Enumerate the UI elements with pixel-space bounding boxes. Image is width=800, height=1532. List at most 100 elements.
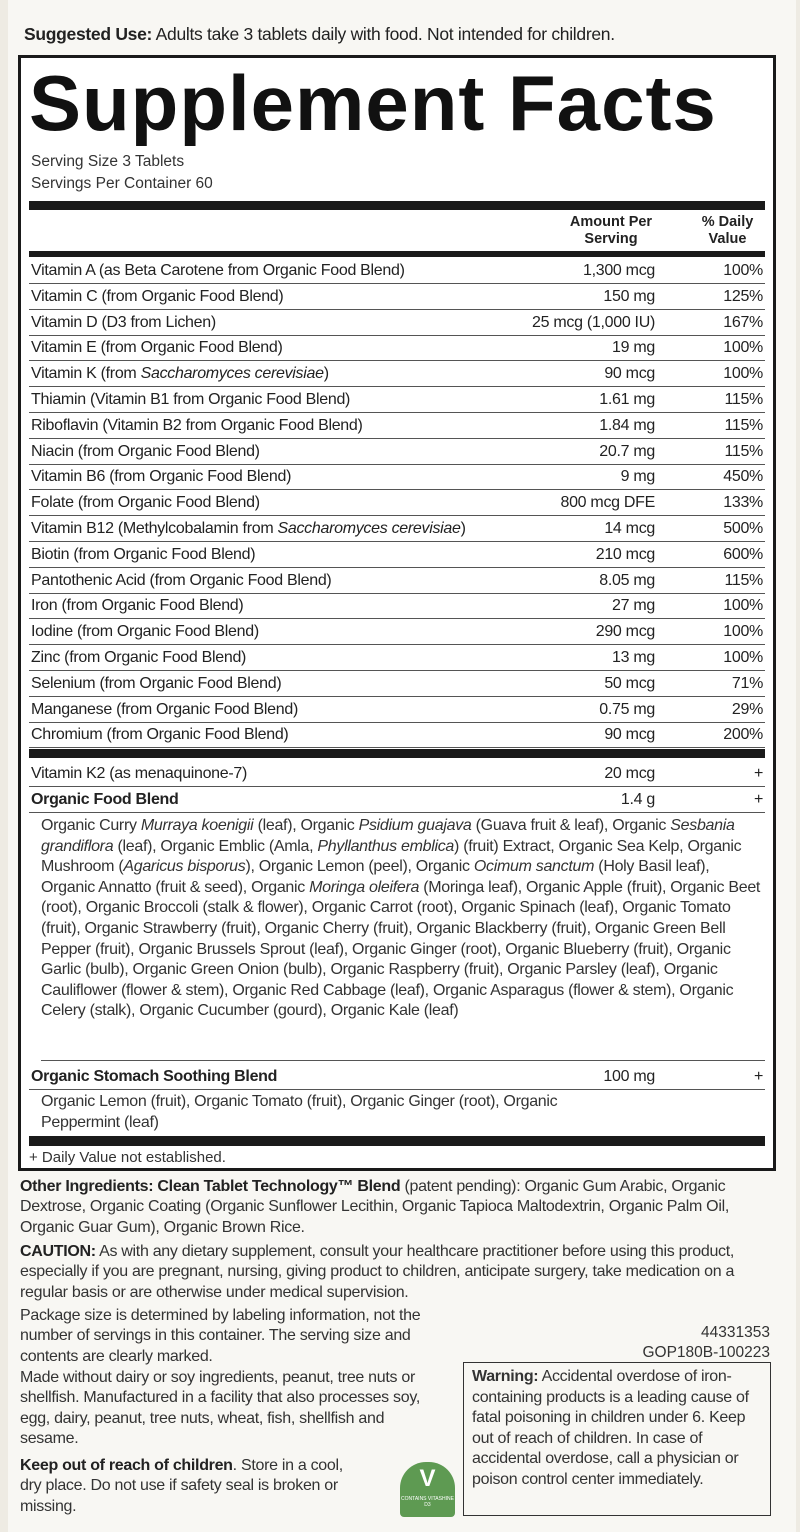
nutrient-name: Iron (from Organic Food Blend) bbox=[31, 593, 244, 618]
nutrient-amount: 19 mg bbox=[612, 339, 655, 357]
nutrient-name: Zinc (from Organic Food Blend) bbox=[31, 645, 246, 670]
nutrient-dv: 200% bbox=[723, 726, 763, 744]
divider-medium bbox=[29, 251, 765, 257]
nutrient-dv: 115% bbox=[724, 391, 763, 408]
blend-dv: + bbox=[753, 791, 763, 808]
caution-text: As with any dietary supplement, consult … bbox=[20, 1243, 735, 1301]
scientific-name: Phyllanthus emblica bbox=[317, 837, 455, 855]
nutrient-row: Selenium (from Organic Food Blend) 50 mcg… bbox=[29, 671, 765, 697]
text-segment: Chromium (from Organic Food Blend) bbox=[31, 726, 289, 744]
nutrient-dv: 29% bbox=[731, 700, 763, 718]
text-segment: (Guava fruit & leaf), Organic bbox=[471, 817, 671, 834]
servings-per-container: Servings Per Container 60 bbox=[31, 175, 213, 192]
caution: CAUTION: As with any dietary supplement,… bbox=[20, 1242, 780, 1303]
divider-thick bbox=[29, 1136, 765, 1146]
nutrient-row: Vitamin B6 (from Organic Food Blend) 9 mg… bbox=[29, 464, 765, 491]
suggested-use-label: Suggested Use: bbox=[24, 24, 153, 44]
nutrient-row: Biotin (from Organic Food Blend) 210 mcg 6… bbox=[29, 542, 765, 568]
product-code: 44331353 bbox=[701, 1324, 770, 1341]
nutrient-amount: 20.7 mg bbox=[599, 442, 655, 460]
text-segment: ), Organic Lemon (peel), Organic bbox=[245, 858, 474, 876]
nutrient-name: Vitamin K2 (as menaquinone-7) bbox=[31, 765, 248, 782]
supplement-facts-panel: Supplement Facts Serving Size 3 Tablets … bbox=[18, 55, 776, 1171]
row-stomach-blend: Organic Stomach Soothing Blend 100 mg + bbox=[29, 1064, 765, 1090]
nutrient-dv: 100% bbox=[723, 597, 763, 615]
vitashine-logo-icon: V bbox=[419, 1465, 436, 1492]
keep-out-label: Keep out of reach of children bbox=[20, 1457, 233, 1474]
text-segment: Vitamin A (as Beta Carotene from Organic… bbox=[31, 262, 405, 279]
nutrient-amount: 800 mcg DFE bbox=[560, 494, 655, 512]
text-segment: Folate (from Organic Food Blend) bbox=[31, 494, 260, 512]
nutrient-row: Pantothenic Acid (from Organic Food Blen… bbox=[29, 568, 765, 594]
text-segment: Vitamin B12 (Methylcobalamin from bbox=[31, 520, 278, 537]
text-segment: Manganese (from Organic Food Blend) bbox=[31, 700, 298, 718]
nutrient-amount: 90 mcg bbox=[604, 726, 655, 744]
nutrient-amount: 1.61 mg bbox=[599, 391, 655, 408]
text-segment: Selenium (from Organic Food Blend) bbox=[31, 674, 282, 692]
text-segment: Riboflavin (Vitamin B2 from Organic Food… bbox=[31, 416, 363, 434]
nutrient-row: Riboflavin (Vitamin B2 from Organic Food… bbox=[29, 413, 765, 439]
nutrient-dv: 100% bbox=[723, 649, 763, 666]
nutrient-amount: 20 mcg bbox=[604, 765, 655, 782]
text-segment: Niacin (from Organic Food Blend) bbox=[31, 442, 260, 460]
text-segment: Thiamin (Vitamin B1 from Organic Food Bl… bbox=[31, 391, 351, 408]
nutrient-name: Folate (from Organic Food Blend) bbox=[31, 490, 260, 515]
blend-amount: 1.4 g bbox=[620, 791, 655, 808]
nutrient-dv: 115% bbox=[724, 571, 763, 589]
nutrient-dv: 600% bbox=[723, 545, 763, 563]
nutrient-dv: 115% bbox=[724, 416, 763, 434]
text-segment: ) bbox=[323, 365, 329, 383]
nutrient-name: Chromium (from Organic Food Blend) bbox=[31, 722, 289, 747]
suggested-use-text: Adults take 3 tablets daily with food. N… bbox=[152, 24, 615, 44]
nutrient-dv: 125% bbox=[723, 287, 763, 305]
storage-note: Keep out of reach of children. Store in … bbox=[20, 1456, 350, 1517]
divider-thick bbox=[29, 201, 765, 210]
nutrient-amount: 9 mg bbox=[620, 468, 656, 486]
nutrient-row: Iodine (from Organic Food Blend) 290 mcg 1… bbox=[29, 619, 765, 646]
nutrient-name: Vitamin D (D3 from Lichen) bbox=[31, 310, 216, 335]
scientific-name: Moringa oleifera bbox=[309, 878, 420, 896]
nutrient-amount: 150 mg bbox=[603, 287, 655, 305]
other-ingredients-label: Other Ingredients: Clean Tablet Technolo… bbox=[20, 1178, 401, 1195]
warning-text: Accidental overdose of iron-containing p… bbox=[472, 1368, 749, 1488]
nutrient-amount: 210 mcg bbox=[595, 545, 656, 563]
nutrient-amount: 25 mcg (1,000 IU) bbox=[532, 313, 655, 331]
nutrient-row: Vitamin D (D3 from Lichen) 25 mcg (1,000 … bbox=[29, 310, 765, 336]
panel-title: Supplement Facts bbox=[29, 59, 717, 147]
blend-amount: 100 mg bbox=[603, 1068, 655, 1085]
nutrient-dv: 115% bbox=[724, 442, 763, 460]
text-segment: Vitamin D (D3 from Lichen) bbox=[31, 313, 216, 331]
nutrient-amount: 1.84 mg bbox=[599, 416, 655, 434]
nutrient-row: Zinc (from Organic Food Blend) 13 mg 100% bbox=[29, 645, 765, 671]
nutrient-name: Niacin (from Organic Food Blend) bbox=[31, 439, 260, 464]
scientific-name: Saccharomyces cerevisiae bbox=[277, 520, 461, 537]
scientific-name: Murraya koenigii bbox=[140, 817, 254, 834]
scientific-name: Psidium guajava bbox=[358, 817, 472, 834]
nutrient-name: Vitamin K (from Saccharomyces cerevisiae… bbox=[31, 361, 329, 386]
nutrient-amount: 90 mcg bbox=[604, 365, 655, 383]
nutrient-amount: 1,300 mcg bbox=[582, 262, 655, 279]
food-blend-ingredients: Organic Curry Murraya koenigii (leaf), O… bbox=[41, 816, 765, 1061]
text-segment: Vitamin E (from Organic Food Blend) bbox=[31, 339, 283, 357]
text-segment: Iron (from Organic Food Blend) bbox=[31, 597, 244, 615]
other-ingredients-text: (patent pending): Organic Gum Arabic, Or… bbox=[20, 1178, 729, 1236]
suggested-use: Suggested Use: Adults take 3 tablets dai… bbox=[24, 24, 615, 45]
row-food-blend: Organic Food Blend 1.4 g + bbox=[29, 787, 765, 813]
nutrient-name: Biotin (from Organic Food Blend) bbox=[31, 542, 256, 567]
nutrient-dv: 167% bbox=[723, 313, 763, 331]
package-note: Package size is determined by labeling i… bbox=[20, 1307, 421, 1365]
nutrient-amount: 14 mcg bbox=[604, 520, 655, 537]
nutrient-name: Riboflavin (Vitamin B2 from Organic Food… bbox=[31, 413, 363, 438]
nutrient-row: Manganese (from Organic Food Blend) 0.75 … bbox=[29, 697, 765, 723]
text-segment: ) (fruit) Extract, Organic Sea Kelp, Org… bbox=[41, 837, 742, 876]
other-ingredients: Other Ingredients: Clean Tablet Technolo… bbox=[20, 1177, 780, 1238]
nutrient-dv: 133% bbox=[723, 494, 763, 512]
caution-label: CAUTION: bbox=[20, 1243, 96, 1260]
text-segment: (leaf), Organic bbox=[253, 817, 359, 834]
nutrient-row: Vitamin E (from Organic Food Blend) 19 mg… bbox=[29, 335, 765, 362]
scientific-name: Saccharomyces cerevisiae bbox=[140, 365, 324, 383]
serving-size: Serving Size 3 Tablets bbox=[31, 153, 185, 170]
divider-thick bbox=[29, 749, 765, 758]
scientific-name: Ocimum sanctum bbox=[473, 858, 595, 876]
nutrient-row: Vitamin A (as Beta Carotene from Organic… bbox=[29, 258, 765, 284]
